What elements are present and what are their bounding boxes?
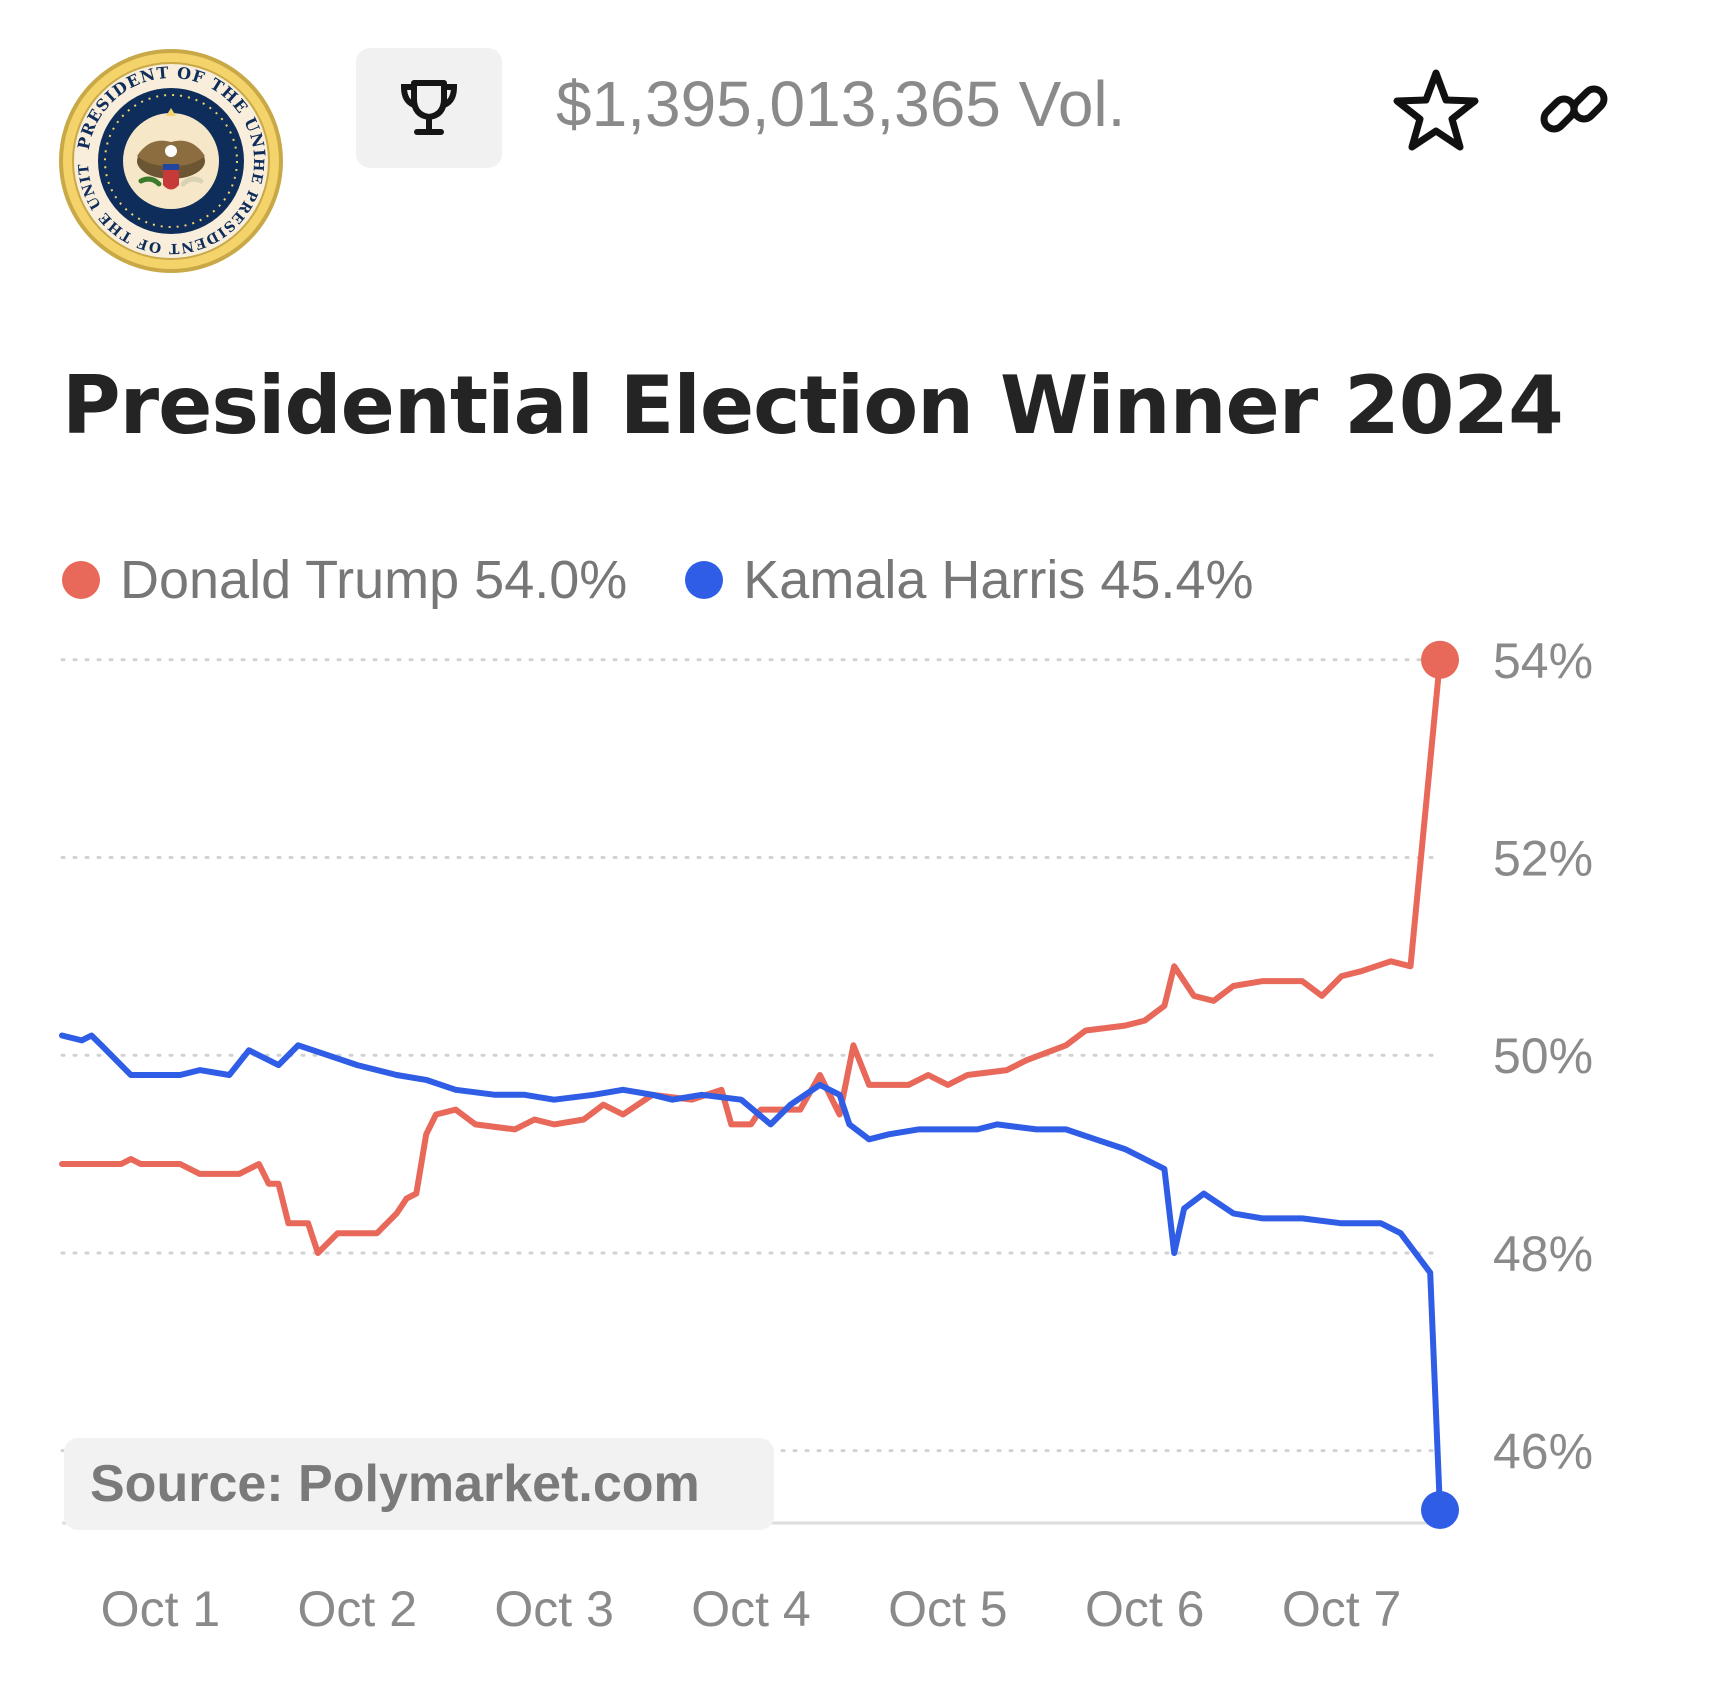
trophy-icon [400, 80, 458, 135]
legend-dot-harris [685, 561, 724, 599]
x-tick-label: Oct 2 [298, 1581, 417, 1637]
trump-endpoint-marker [1421, 640, 1459, 679]
y-tick-label: 48% [1493, 1226, 1593, 1282]
legend-dot-trump [62, 561, 100, 599]
x-tick-label: Oct 4 [691, 1581, 810, 1637]
trump-series-line [59, 656, 1443, 1256]
share-link-button[interactable] [1526, 62, 1622, 158]
y-tick-label: 46% [1493, 1424, 1593, 1480]
x-tick-label: Oct 7 [1282, 1581, 1401, 1637]
page-title: Presidential Election Winner 2024 [62, 359, 1564, 452]
y-tick-label: 52% [1493, 831, 1593, 887]
trophy-button[interactable] [356, 48, 502, 168]
harris-series-line [59, 1032, 1443, 1513]
legend-item-harris: Kamala Harris 45.4% [685, 548, 1254, 612]
x-tick-label: Oct 6 [1085, 1581, 1204, 1637]
y-tick-label: 50% [1493, 1028, 1593, 1084]
legend-label-trump: Donald Trump 54.0% [120, 550, 628, 610]
star-icon [1393, 69, 1479, 151]
market-header: THE PRESIDENT OF THE UNITED SEAL OF THE … [0, 0, 1716, 300]
chart-legend: Donald Trump 54.0% Kamala Harris 45.4% [62, 548, 1254, 612]
legend-label-harris: Kamala Harris 45.4% [743, 550, 1254, 610]
x-tick-label: Oct 5 [888, 1581, 1007, 1637]
volume-text: $1,395,013,365 Vol. [556, 68, 1126, 140]
x-tick-label: Oct 3 [494, 1581, 613, 1637]
harris-endpoint-marker [1421, 1491, 1459, 1529]
legend-item-trump: Donald Trump 54.0% [62, 548, 627, 612]
link-icon [1540, 85, 1608, 133]
x-tick-label: Oct 1 [101, 1581, 220, 1637]
presidential-seal-icon: THE PRESIDENT OF THE UNITED SEAL OF THE … [58, 48, 283, 273]
source-label: Source: Polymarket.com [64, 1438, 774, 1530]
y-tick-label: 54% [1493, 633, 1593, 689]
favorite-button[interactable] [1388, 62, 1484, 158]
